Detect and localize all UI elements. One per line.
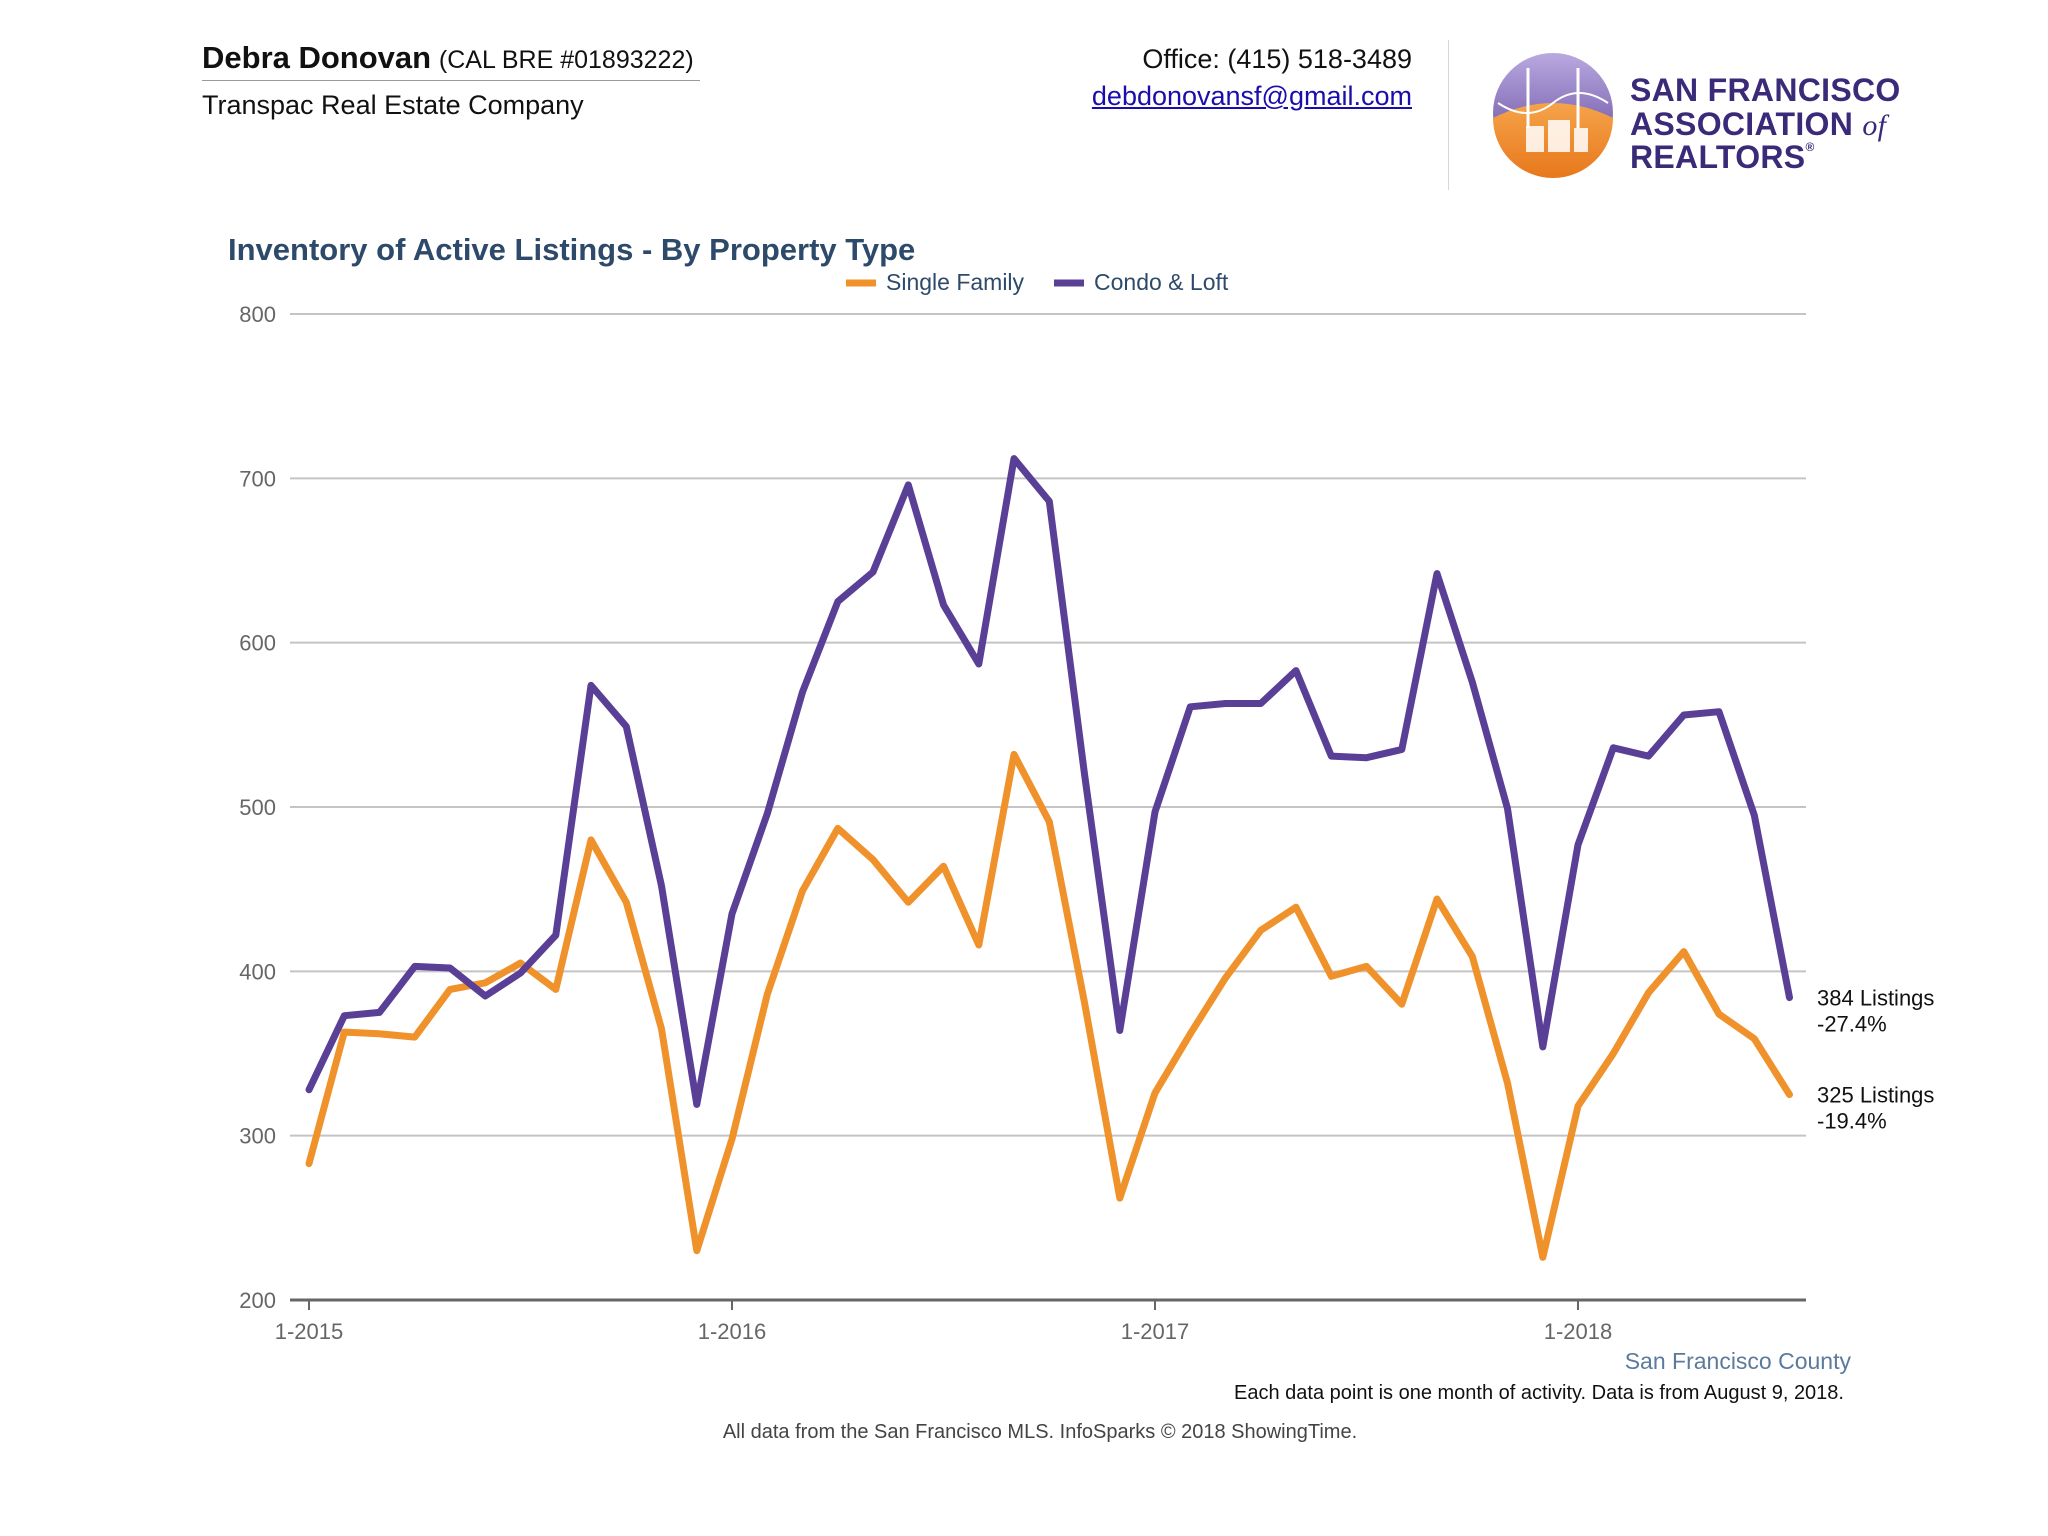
end-label-change: -27.4% (1817, 1012, 1887, 1037)
y-tick-label: 200 (239, 1288, 276, 1313)
agent-name-line: Debra Donovan (CAL BRE #01893222) (202, 40, 700, 81)
region-label: San Francisco County (1625, 1348, 1852, 1374)
x-tick-label: 1-2015 (275, 1319, 344, 1344)
chart-title: Inventory of Active Listings - By Proper… (228, 232, 916, 267)
logo-word-of: of (1862, 108, 1887, 142)
series-line (305, 455, 1793, 1108)
y-tick-label: 800 (239, 302, 276, 327)
x-tick-label: 1-2016 (698, 1319, 767, 1344)
agent-name: Debra Donovan (202, 40, 432, 75)
footer-note-source: All data from the San Francisco MLS. Inf… (722, 1421, 1358, 1443)
end-label-count: 384 Listings (1817, 986, 1934, 1011)
series-line (305, 750, 1793, 1261)
y-tick-label: 500 (239, 795, 276, 820)
agent-block: Debra Donovan (CAL BRE #01893222) Transp… (202, 40, 700, 121)
x-tick-label: 1-2017 (1121, 1319, 1190, 1344)
header-divider (1448, 40, 1449, 190)
y-tick-label: 300 (239, 1124, 276, 1149)
logo-line-1: SAN FRANCISCO (1630, 72, 1901, 108)
end-label-change: -19.4% (1817, 1109, 1887, 1134)
logo-line-2: ASSOCIATION of REALTORS® (1630, 105, 2048, 176)
end-label-count: 325 Listings (1817, 1083, 1934, 1108)
logo-word-realtors: REALTORS (1630, 139, 1806, 176)
y-tick-label: 700 (239, 466, 276, 491)
footer-note-data-date: Each data point is one month of activity… (1234, 1382, 1844, 1404)
legend-label: Condo & Loft (1094, 269, 1229, 295)
y-tick-label: 600 (239, 631, 276, 656)
agent-license: (CAL BRE #01893222) (438, 46, 694, 74)
contact-block: Office: (415) 518-3489 debdonovansf@gmai… (1092, 44, 1412, 112)
company-name: Transpac Real Estate Company (202, 90, 584, 120)
email-link[interactable]: debdonovansf@gmail.com (1091, 81, 1412, 111)
y-tick-label: 400 (239, 959, 276, 984)
logo-reg-mark: ® (1805, 140, 1815, 155)
sfar-logo-icon (1493, 53, 1613, 178)
office-phone: Office: (415) 518-3489 (1142, 44, 1412, 74)
x-tick-label: 1-2018 (1544, 1319, 1613, 1344)
sfar-logo-text: SAN FRANCISCO ASSOCIATION of REALTORS® (1630, 72, 2048, 176)
legend-label: Single Family (886, 269, 1025, 295)
logo-word-association: ASSOCIATION (1630, 105, 1854, 142)
